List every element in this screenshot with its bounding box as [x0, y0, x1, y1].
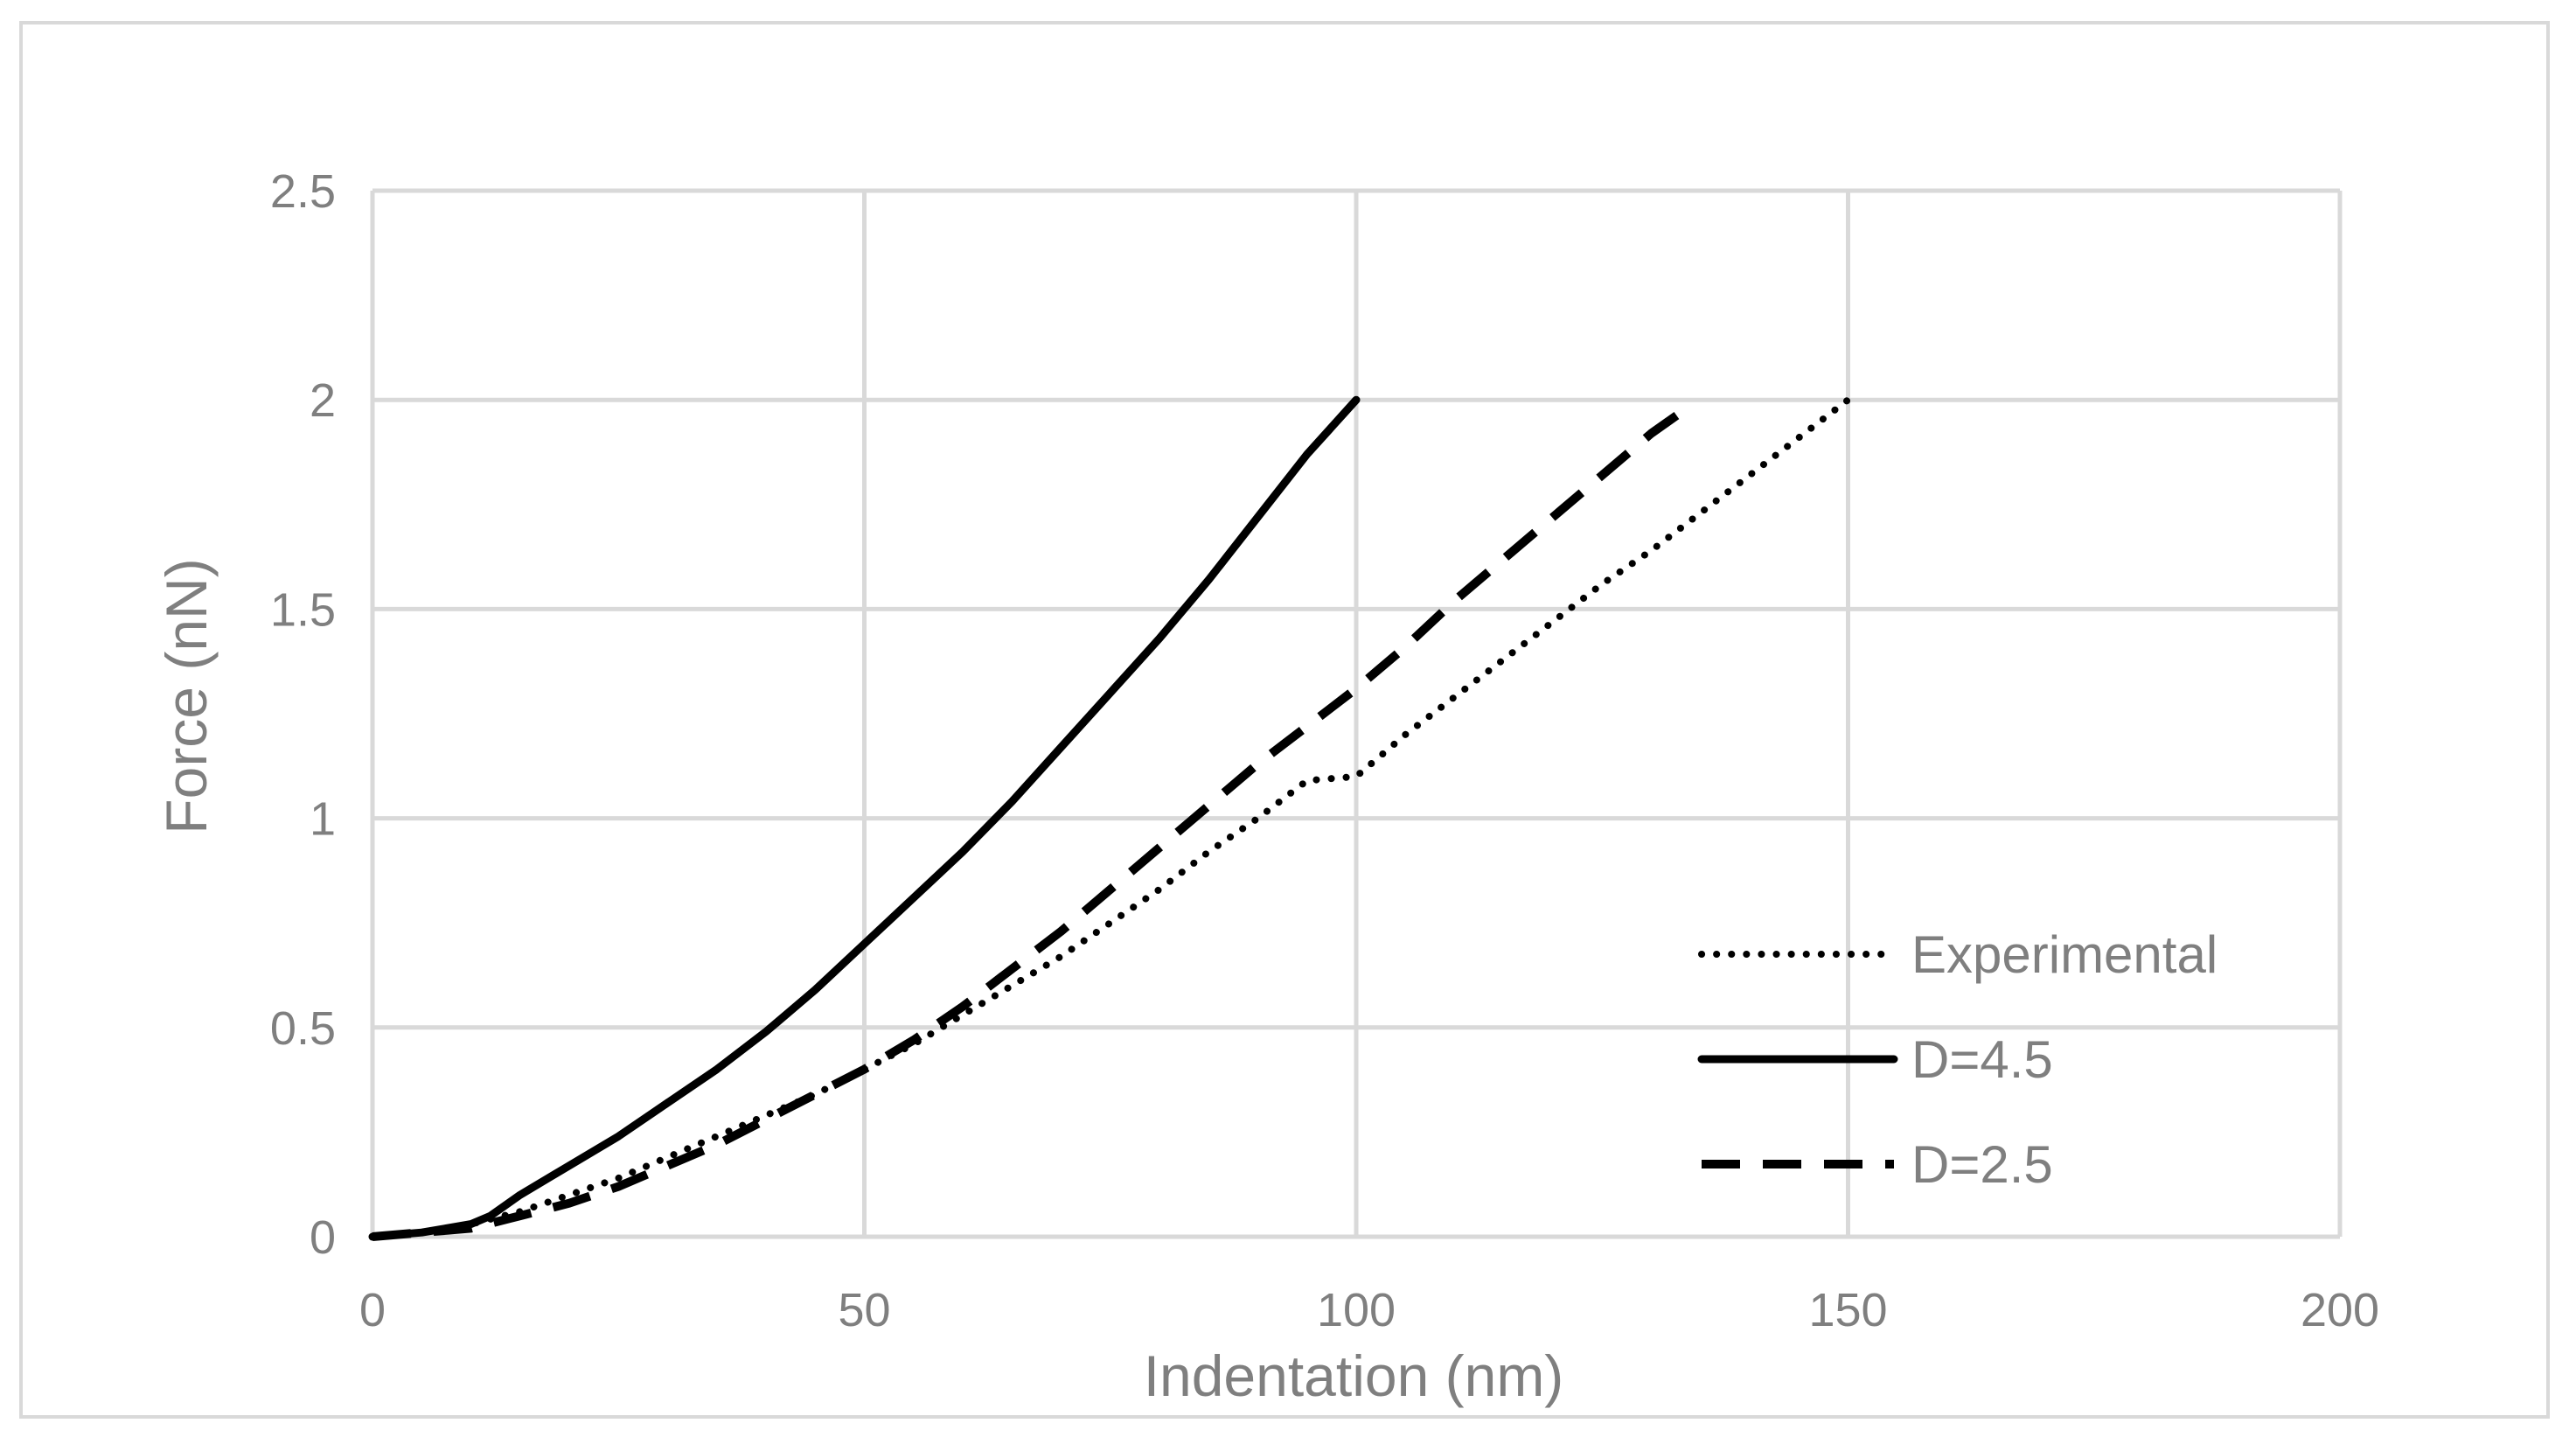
x-tick-label: 100	[1317, 1284, 1396, 1336]
chart: 0 0.5 1 1.5 2 2.5 0 50 100 150 200 Indentation (nm…	[154, 165, 2379, 1408]
x-axis-title: Indentation (nm)	[1144, 1343, 1564, 1408]
series-lines	[368, 395, 1852, 1241]
legend-label-1: D=4.5	[1911, 1030, 2053, 1089]
tick-labels: 0 0.5 1 1.5 2 2.5 0 50 100 150 200	[270, 165, 2379, 1336]
y-tick-label: 2.5	[270, 165, 336, 218]
series-line-d-4-5	[368, 395, 1361, 1241]
series-line-experimental	[369, 396, 1852, 1240]
chart-frame: 0 0.5 1 1.5 2 2.5 0 50 100 150 200 Indentation (nm…	[19, 21, 2550, 1419]
y-tick-label: 2	[310, 374, 336, 427]
y-tick-label: 0	[310, 1211, 336, 1264]
x-tick-label: 200	[2301, 1284, 2379, 1336]
y-tick-label: 0.5	[270, 1002, 336, 1055]
x-tick-label: 50	[838, 1284, 890, 1336]
y-tick-label: 1.5	[270, 583, 336, 636]
x-tick-label: 0	[359, 1284, 386, 1336]
x-tick-label: 150	[1808, 1284, 1887, 1336]
legend-label-0: Experimental	[1911, 925, 2217, 984]
y-axis-title: Force (nN)	[154, 558, 219, 834]
legend-label-2: D=2.5	[1911, 1135, 2053, 1194]
legend: Experimental D=4.5 D=2.5	[1697, 925, 2217, 1194]
y-tick-label: 1	[310, 793, 336, 846]
series-line-d-2-5	[372, 408, 1684, 1241]
